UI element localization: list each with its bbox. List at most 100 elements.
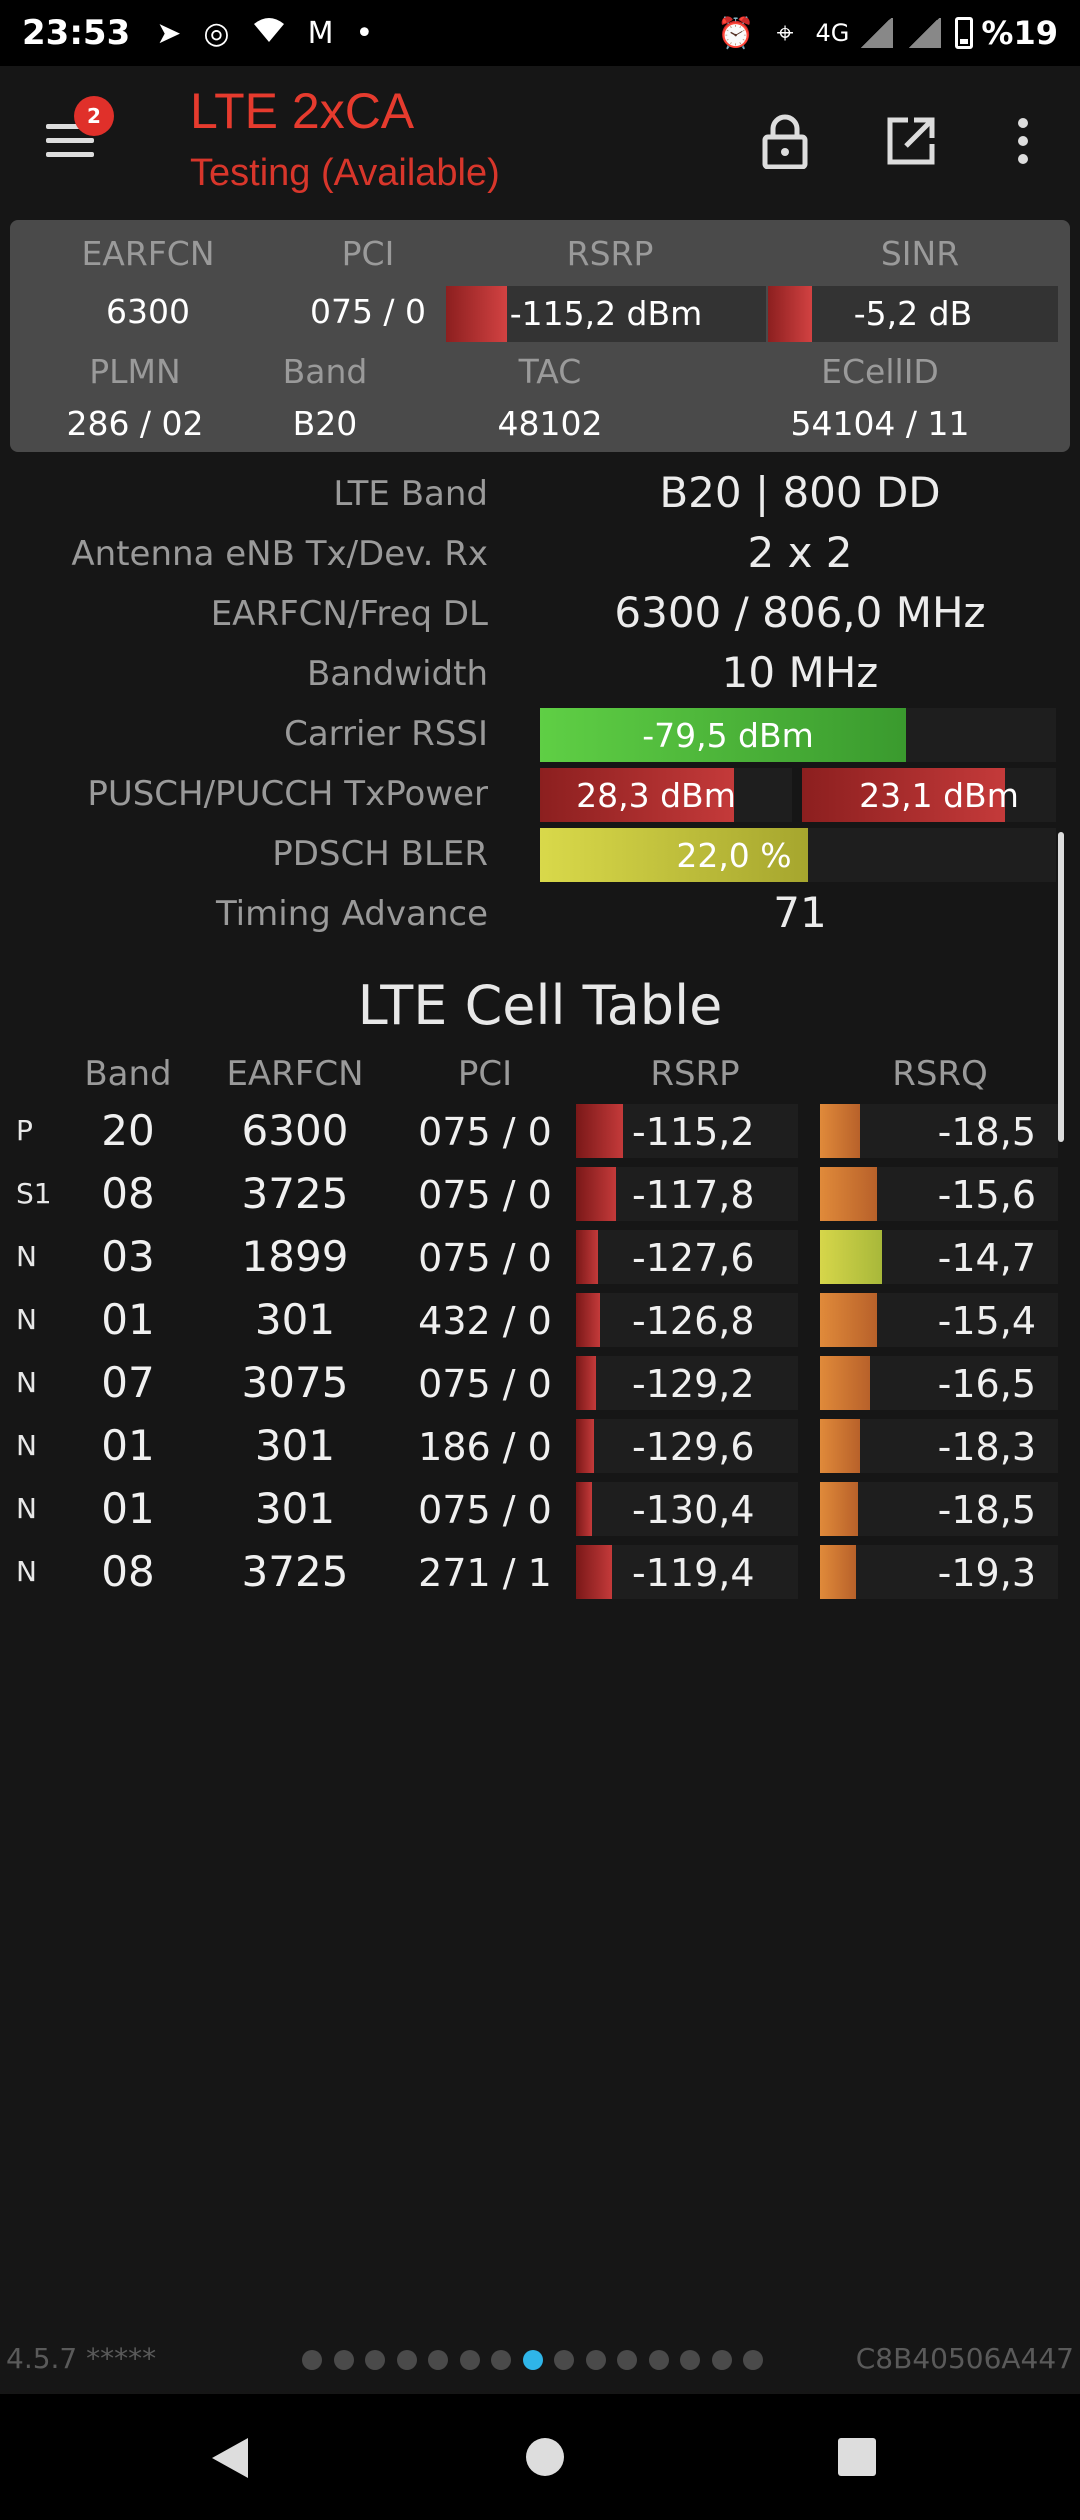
- telegram-icon: ➤: [156, 15, 182, 51]
- menu-icon[interactable]: [42, 116, 98, 166]
- scrollbar[interactable]: [1058, 832, 1064, 1142]
- lte-band-value: B20 | 800 DD: [659, 468, 941, 517]
- battery-icon: [955, 17, 974, 49]
- wifi-icon: [252, 14, 286, 52]
- pusch-power-bar-fill: [540, 768, 735, 822]
- open-external-icon[interactable]: [876, 106, 946, 176]
- app-version: 4.5.7 *****: [6, 2342, 157, 2375]
- cell-band: 01: [101, 1421, 155, 1470]
- cell-type: N: [16, 1240, 37, 1273]
- recent-apps-icon[interactable]: [838, 2438, 876, 2476]
- cell-rsrq-bar-fill: [820, 1545, 856, 1599]
- back-icon[interactable]: [212, 2438, 248, 2478]
- cell-table-title: LTE Cell Table: [357, 974, 723, 1037]
- lte-band-label: LTE Band: [333, 474, 488, 514]
- cell-earfcn: 1899: [241, 1232, 349, 1281]
- pucch-power-bar-fill: [802, 768, 1006, 822]
- ecellid-label: ECellID: [821, 352, 939, 391]
- cell-rsrq-bar: -18,5: [820, 1104, 1058, 1158]
- page-dot[interactable]: [302, 2350, 322, 2370]
- cell-rsrq-bar-fill: [820, 1104, 861, 1158]
- page-subtitle: Testing (Available): [190, 152, 500, 194]
- page-dot[interactable]: [459, 2350, 480, 2370]
- page-dot[interactable]: [743, 2350, 763, 2370]
- cell-rsrq-bar: -15,6: [820, 1167, 1058, 1221]
- header-earfcn: EARFCN: [226, 1054, 364, 1094]
- cell-rsrp-value: -119,4: [632, 1551, 755, 1595]
- cell-earfcn: 301: [254, 1421, 336, 1470]
- tx-power-label: PUSCH/PUCCH TxPower: [87, 774, 488, 814]
- page-dot[interactable]: [491, 2350, 511, 2370]
- cell-type: N: [16, 1429, 37, 1462]
- earfcn-value: 6300: [106, 292, 190, 331]
- cell-band: 01: [101, 1295, 155, 1344]
- band-label: Band: [282, 352, 368, 391]
- page-dot[interactable]: [396, 2350, 417, 2370]
- page-dot[interactable]: [617, 2350, 637, 2370]
- sinr-label: SINR: [880, 234, 960, 273]
- earfcn-label: EARFCN: [81, 234, 215, 273]
- cell-rsrp-bar: -129,2: [576, 1356, 798, 1410]
- cell-rsrp-value: -115,2: [632, 1110, 755, 1154]
- cell-rsrp-bar-fill: [576, 1293, 601, 1347]
- cell-rsrq-bar: -14,7: [820, 1230, 1058, 1284]
- page-dot[interactable]: [585, 2350, 606, 2370]
- cell-rsrq-bar: -16,5: [820, 1356, 1058, 1410]
- rsrp-bar: -115,2 dBm: [446, 286, 766, 342]
- page-dot[interactable]: [554, 2350, 574, 2370]
- table-row: P 20 6300 075 / 0 -115,2 -18,5: [0, 1100, 1080, 1162]
- cell-rsrp-bar: -130,4: [576, 1482, 798, 1536]
- cell-type: S1: [16, 1177, 52, 1210]
- plmn-value: 286 / 02: [66, 404, 204, 443]
- page-indicator[interactable]: [302, 2350, 775, 2370]
- cell-rsrp-bar: -117,8: [576, 1167, 798, 1221]
- cell-rsrq-value: -19,3: [937, 1551, 1036, 1595]
- antenna-value: 2 x 2: [747, 528, 853, 577]
- cell-rsrp-bar: -115,2: [576, 1104, 798, 1158]
- cell-earfcn: 6300: [241, 1106, 349, 1155]
- location-icon: ⌖: [776, 15, 794, 51]
- cell-rsrp-bar-fill: [576, 1419, 594, 1473]
- network-type: 4G: [815, 19, 850, 47]
- page-dot[interactable]: [365, 2350, 385, 2370]
- cell-earfcn: 3725: [241, 1547, 349, 1596]
- whatsapp-icon: ◎: [203, 15, 230, 51]
- signal-icon: [859, 18, 894, 48]
- carrier-rssi-label: Carrier RSSI: [284, 714, 488, 754]
- cell-earfcn: 3725: [241, 1169, 349, 1218]
- cell-rsrq-value: -15,6: [937, 1173, 1036, 1217]
- bandwidth-value: 10 MHz: [721, 648, 879, 697]
- cell-rsrq-bar: -19,3: [820, 1545, 1058, 1599]
- timing-advance-value: 71: [773, 888, 827, 937]
- cell-rsrp-bar-fill: [576, 1104, 623, 1158]
- page-title: LTE 2xCA: [190, 83, 415, 139]
- dot-icon: •: [355, 15, 374, 51]
- lock-icon[interactable]: [750, 106, 820, 176]
- pucch-power-value: 23,1 dBm: [859, 776, 1019, 815]
- alarm-icon: ⏰: [717, 15, 755, 51]
- cell-type: N: [16, 1366, 37, 1399]
- cell-earfcn: 3075: [241, 1358, 349, 1407]
- pdsch-bler-bar-fill: [540, 828, 809, 882]
- band-value: B20: [292, 404, 358, 443]
- tac-label: TAC: [518, 352, 582, 391]
- more-vert-icon[interactable]: [988, 106, 1058, 176]
- antenna-label: Antenna eNB Tx/Dev. Rx: [71, 534, 488, 574]
- page-dot[interactable]: [711, 2350, 732, 2370]
- pdsch-bler-label: PDSCH BLER: [272, 834, 488, 874]
- carrier-rssi-bar: -79,5 dBm: [540, 708, 1056, 762]
- cell-rsrp-bar-fill: [576, 1482, 592, 1536]
- page-dot[interactable]: [680, 2350, 700, 2370]
- table-row: N 01 301 075 / 0 -130,4 -18,5: [0, 1478, 1080, 1540]
- page-dot[interactable]: [428, 2350, 448, 2370]
- table-row: N 08 3725 271 / 1 -119,4 -19,3: [0, 1541, 1080, 1603]
- gmail-icon: M: [307, 15, 334, 51]
- page-dot[interactable]: [648, 2350, 669, 2370]
- header-rsrq: RSRQ: [892, 1054, 988, 1094]
- page-dot[interactable]: [522, 2350, 543, 2370]
- home-icon[interactable]: [526, 2438, 564, 2476]
- table-row: N 03 1899 075 / 0 -127,6 -14,7: [0, 1226, 1080, 1288]
- cell-pci: 271 / 1: [418, 1551, 552, 1595]
- battery-percent: %19: [981, 14, 1058, 52]
- page-dot[interactable]: [333, 2350, 354, 2370]
